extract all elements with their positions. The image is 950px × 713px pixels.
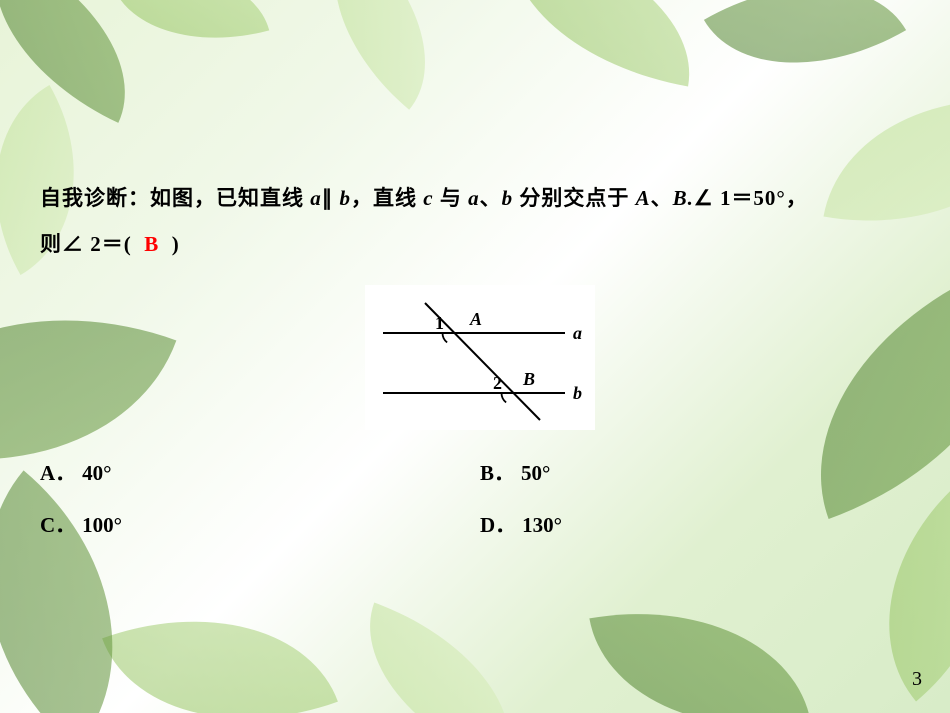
svg-text:B: B [522,369,535,389]
question-lead: 自我诊断： [40,186,150,210]
question-text: 自我诊断：如图，已知直线 a∥ b，直线 c 与 a、b 分别交点于 A、B.∠… [40,175,920,267]
paren-close: ) [172,232,180,256]
var-c: c [423,186,433,210]
sym-angle1: ∠ [694,186,714,210]
eq-50: ＝50°， [731,186,807,210]
leaf-decoration [102,570,338,713]
option-b-value: 50° [521,461,550,485]
option-a-value: 40° [82,461,111,485]
pt-a: A [636,186,651,210]
paren-open: ＝( [102,232,132,256]
diagram-container: A B 1 2 a b [40,285,920,435]
q-mid5: 、 [651,186,673,210]
answer-options: A．40° B．50° C．100° D．130° [40,457,920,539]
num-1: 1 [720,186,732,210]
q-mid4: 分别交点于 [513,186,636,210]
svg-text:A: A [469,309,482,329]
option-d: D．130° [480,509,920,539]
option-c: C．100° [40,509,480,539]
svg-text:2: 2 [493,373,502,393]
geometry-diagram: A B 1 2 a b [365,285,595,430]
option-d-value: 130° [522,513,562,537]
line2-pre: 则 [40,232,62,256]
svg-text:a: a [573,323,582,343]
option-c-value: 100° [82,513,122,537]
leaf-decoration [337,603,544,713]
q-mid2: 与 [434,186,469,210]
var-a2: a [468,186,480,210]
leaf-decoration [111,0,270,67]
answer-letter: B [144,232,159,256]
leaf-decoration [287,0,474,110]
num-2: 2 [90,232,102,256]
page-number: 3 [912,668,922,691]
sym-parallel: ∥ [322,186,334,210]
option-a: A．40° [40,457,480,487]
option-c-label: C． [40,513,76,537]
pt-b: B. [673,186,694,210]
option-b: B．50° [480,457,920,487]
option-b-label: B． [480,461,515,485]
var-a: a [310,186,322,210]
svg-text:b: b [573,383,582,403]
sym-angle2: ∠ [62,232,84,256]
option-a-label: A． [40,461,76,485]
leaf-decoration [589,584,810,713]
q-mid1: ，直线 [351,186,423,210]
q-pre: 如图，已知直线 [150,186,310,210]
leaf-decoration [704,0,906,115]
var-b: b [340,186,352,210]
option-d-label: D． [480,513,516,537]
q-mid3: 、 [480,186,502,210]
svg-text:1: 1 [435,313,444,333]
leaf-decoration [491,0,709,86]
slide-content: 自我诊断：如图，已知直线 a∥ b，直线 c 与 a、b 分别交点于 A、B.∠… [40,175,920,539]
var-b2: b [502,186,514,210]
